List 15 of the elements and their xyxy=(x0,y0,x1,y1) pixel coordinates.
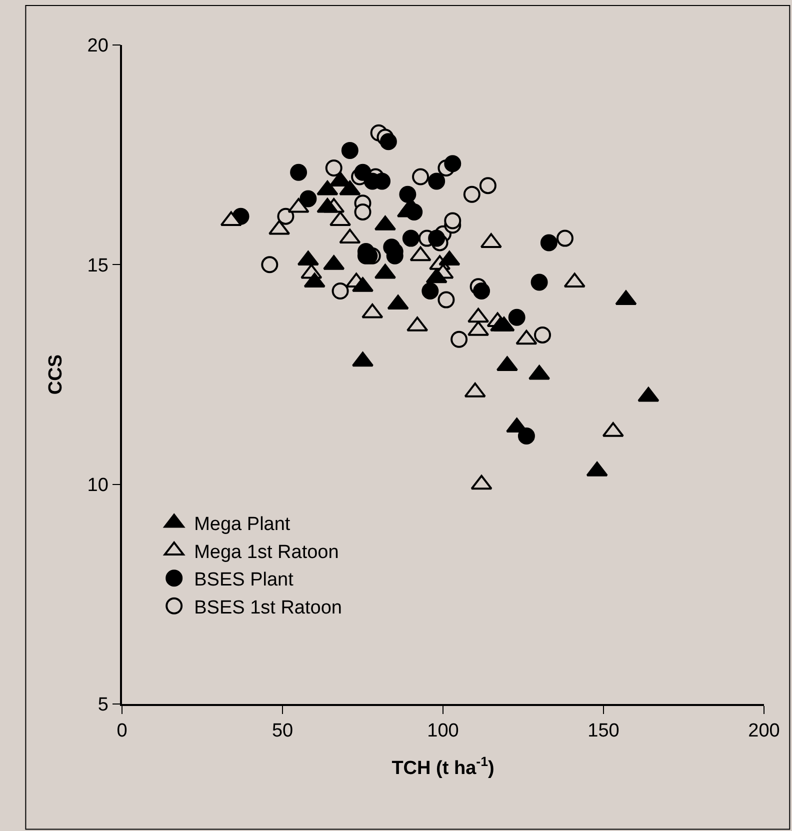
legend-label: BSES 1st Ratoon xyxy=(194,597,342,618)
legend-label: BSES Plant xyxy=(194,570,294,591)
y-tick-label: 15 xyxy=(87,255,108,276)
legend-label: Mega 1st Ratoon xyxy=(194,542,339,563)
x-tick-label: 150 xyxy=(588,720,620,742)
x-axis-title: TCH (t ha$^{-1}$) xyxy=(392,754,494,779)
y-tick-label: 10 xyxy=(87,474,108,496)
x-tick-label: 200 xyxy=(748,720,780,742)
x-tick-label: 0 xyxy=(116,720,128,742)
y-tick-label: 5 xyxy=(98,694,108,716)
x-tick-label: 100 xyxy=(427,720,459,742)
x-tick-label: 50 xyxy=(272,720,294,742)
y-axis-title: CCS xyxy=(46,354,67,395)
y-tick-label: 20 xyxy=(87,36,108,57)
legend-label: Mega Plant xyxy=(194,514,291,536)
